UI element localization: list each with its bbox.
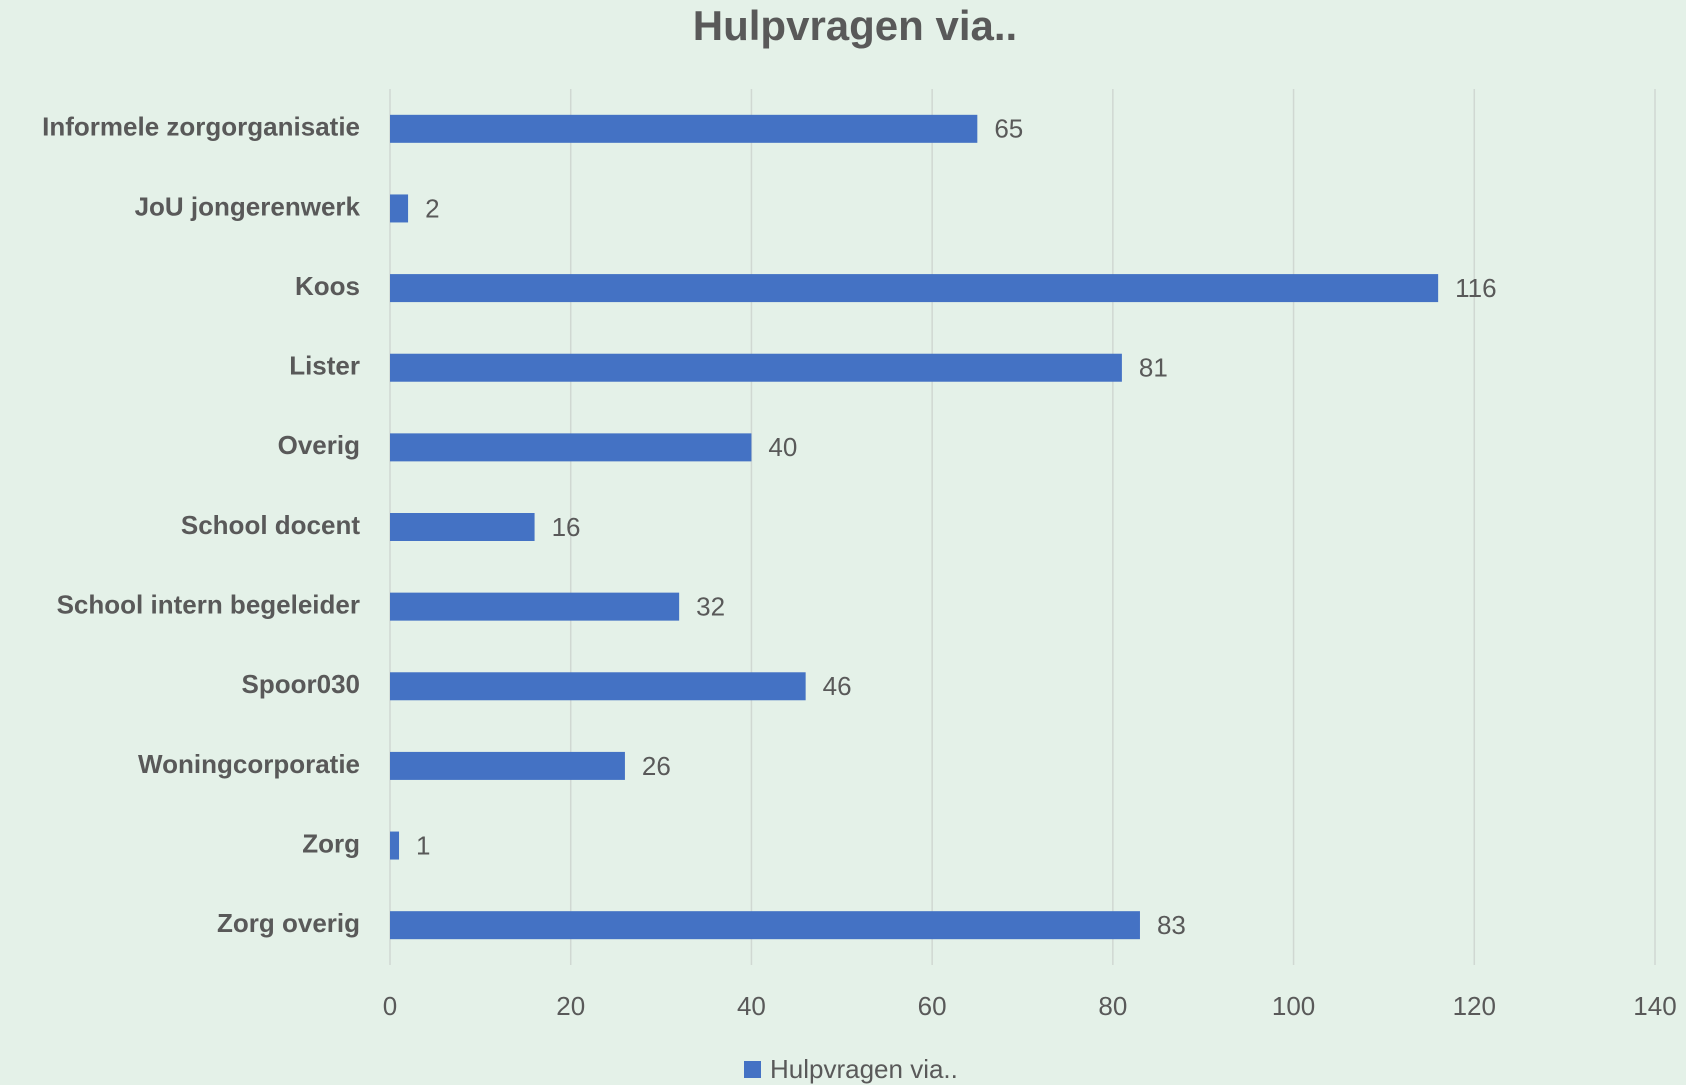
bar — [390, 513, 535, 541]
y-tick-label: Zorg overig — [217, 908, 360, 938]
x-tick-label: 20 — [556, 991, 585, 1021]
y-tick-label: School intern begeleider — [57, 590, 360, 620]
y-tick-label: Lister — [289, 351, 360, 381]
x-tick-label: 80 — [1098, 991, 1127, 1021]
x-tick-label: 140 — [1633, 991, 1676, 1021]
y-tick-label: School docent — [181, 510, 360, 540]
y-tick-label: Woningcorporatie — [138, 749, 360, 779]
chart-title: Hulpvragen via.. — [693, 2, 1017, 49]
data-label: 40 — [768, 432, 797, 462]
y-tick-label: JoU jongerenwerk — [135, 191, 361, 221]
data-label: 1 — [416, 830, 430, 860]
legend-swatch — [744, 1061, 761, 1078]
x-tick-label: 120 — [1453, 991, 1496, 1021]
data-label: 65 — [994, 114, 1023, 144]
data-label: 26 — [642, 751, 671, 781]
x-tick-label: 40 — [737, 991, 766, 1021]
data-label: 32 — [696, 592, 725, 622]
bar — [390, 592, 680, 621]
data-label: 46 — [823, 671, 852, 701]
data-label: 81 — [1139, 353, 1168, 383]
bar — [390, 831, 400, 860]
data-label: 116 — [1455, 273, 1496, 303]
bar — [390, 911, 1140, 940]
bar — [390, 194, 409, 223]
y-tick-label: Spoor030 — [242, 669, 361, 699]
data-label: 16 — [552, 512, 581, 542]
y-tick-label: Informele zorgorganisatie — [42, 112, 360, 142]
x-tick-label: 0 — [383, 991, 397, 1021]
y-tick-label: Zorg — [302, 828, 360, 858]
bar — [390, 274, 1439, 303]
data-label: 2 — [425, 193, 439, 223]
y-tick-label: Overig — [278, 430, 360, 460]
data-label: 83 — [1157, 910, 1186, 940]
bar — [390, 433, 752, 462]
y-tick-label: Koos — [295, 271, 360, 301]
x-tick-label: 100 — [1272, 991, 1315, 1021]
bar — [390, 672, 806, 701]
legend-label: Hulpvragen via.. — [770, 1054, 958, 1084]
bar — [390, 751, 625, 780]
bar — [390, 114, 978, 143]
x-tick-label: 60 — [918, 991, 947, 1021]
bar — [390, 353, 1122, 382]
